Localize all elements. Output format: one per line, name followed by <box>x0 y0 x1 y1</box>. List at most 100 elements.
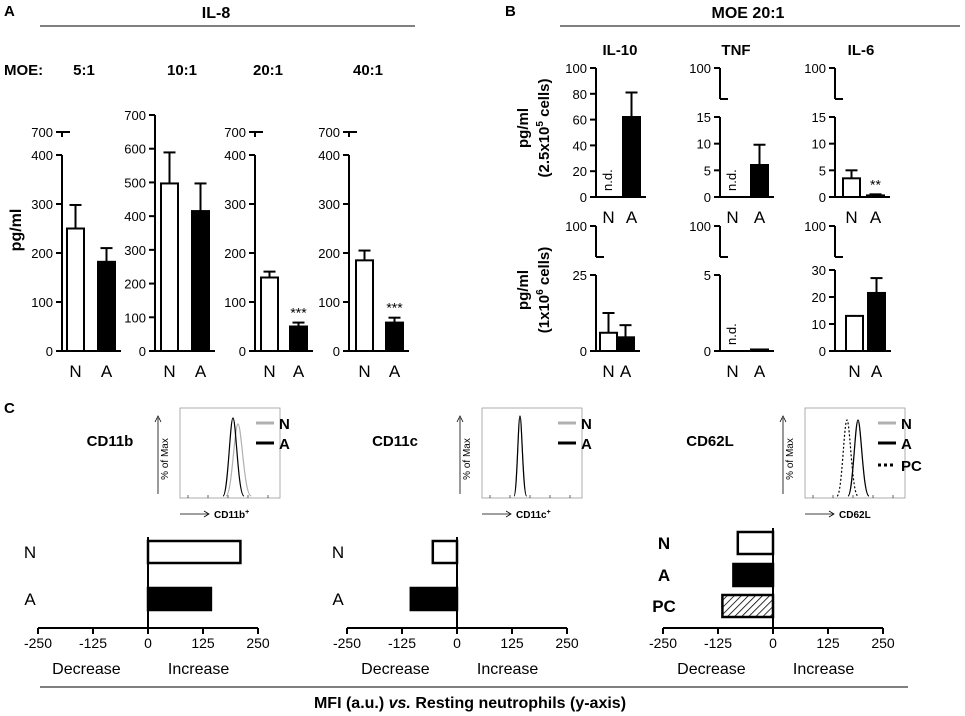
x-label-a1-N: N <box>69 362 81 381</box>
increase-label-c1: Increase <box>168 661 229 678</box>
x-label-b6-N: N <box>848 362 860 381</box>
inset-marker-sup-c1: + <box>245 509 249 516</box>
x-label-b3-N: N <box>845 208 857 227</box>
significance-a4: *** <box>386 300 403 316</box>
x-label-b1-N: N <box>602 208 614 227</box>
inset-curve-a-c3 <box>847 419 870 497</box>
y-tick-label-a1-2: 200 <box>31 246 53 261</box>
axis-arrow-icon-x-c2 <box>505 510 512 518</box>
y-tick-label-b1-2: 40 <box>573 138 587 153</box>
x-tick-label-c2-4: 250 <box>555 635 579 651</box>
decrease-label-c3: Decrease <box>677 661 746 678</box>
y-tick-label-a1-1: 100 <box>31 295 53 310</box>
x-tick-label-c2-1: -125 <box>388 635 416 651</box>
y-label-c1-N: N <box>24 543 36 562</box>
bar-c1-N <box>146 539 242 565</box>
bar-a3-A <box>289 325 308 352</box>
x-tick-label-c1-0: -250 <box>24 635 52 651</box>
bar-a1-N <box>66 227 85 352</box>
chart-title-c3: CD62L <box>686 433 734 450</box>
inset-ylabel-c3: % of Max <box>785 438 796 480</box>
y-label-c2-N: N <box>332 543 344 562</box>
x-label-b2-N: N <box>726 208 738 227</box>
y-tick-label-a3-3: 300 <box>224 197 246 212</box>
panel-a-title: IL-8 <box>202 5 231 22</box>
footer-vs: vs. <box>389 695 411 712</box>
axis-arrow-icon-y-c3 <box>779 415 787 423</box>
y-tick-label-a3-0: 0 <box>239 344 246 359</box>
y-tick-label-b2-2: 10 <box>697 137 711 152</box>
bar-a4-A <box>385 321 404 352</box>
y-tick-label-b6-3: 30 <box>812 263 826 278</box>
y-tick-label-a4-4: 400 <box>318 148 340 163</box>
y-tick-label-b5-1: 5 <box>704 268 711 283</box>
x-tick-label-c3-1: -125 <box>704 635 732 651</box>
y-tick-label-b2-4: 100 <box>689 61 711 76</box>
axis-arrow-icon-y-c2 <box>456 415 464 423</box>
y-tick-label-b1-5: 100 <box>565 61 587 76</box>
y-tick-label-b3-0: 0 <box>819 190 826 205</box>
inset-curve-a-c2 <box>513 415 528 497</box>
y-tick-label-b2-3: 15 <box>697 110 711 125</box>
y-tick-label-b6-1: 10 <box>812 317 826 332</box>
bar-c3-A <box>732 562 775 588</box>
bar-b3-N <box>842 177 861 198</box>
bar-b1-A <box>622 116 641 198</box>
decrease-label-c2: Decrease <box>361 661 430 678</box>
y-tick-label-a4-5: 700 <box>318 125 340 140</box>
x-label-a4-N: N <box>358 362 370 381</box>
chart-title-a1: 5:1 <box>73 62 95 79</box>
panel-b-row1-ylabel: pg/ml <box>515 108 532 148</box>
x-tick-label-c3-4: 250 <box>871 635 895 651</box>
legend-label-c3-A: A <box>901 436 912 453</box>
y-tick-label-a4-2: 200 <box>318 246 340 261</box>
bar-c3-N <box>736 530 775 556</box>
x-tick-label-c2-2: 0 <box>453 635 461 651</box>
chart-title-b2: TNF <box>721 42 750 59</box>
row1-ylabel-line1: pg/ml <box>515 108 532 148</box>
bar-a1-A <box>97 260 116 353</box>
bar-c2-A <box>409 586 459 612</box>
x-tick-label-c2-0: -250 <box>333 635 361 651</box>
inset-marker-sup-c2: + <box>547 509 551 516</box>
y-tick-label-b5-2: 100 <box>689 219 711 234</box>
y-tick-label-a2-1: 100 <box>124 310 146 325</box>
x-tick-label-c1-2: 0 <box>144 635 152 651</box>
y-tick-label-b4-0: 0 <box>580 344 587 359</box>
x-tick-label-c2-3: 125 <box>500 635 524 651</box>
bar-b5-A <box>750 348 769 353</box>
x-label-b6-A: A <box>871 362 883 381</box>
y-tick-label-b2-0: 0 <box>704 190 711 205</box>
panel-a-letter: A <box>4 3 15 20</box>
y-tick-label-a3-1: 100 <box>224 295 246 310</box>
y-tick-label-b1-1: 20 <box>573 164 587 179</box>
x-label-b2-A: A <box>754 208 766 227</box>
chart-title-a2: 10:1 <box>167 62 197 79</box>
x-label-a1-A: A <box>101 362 113 381</box>
bar-a4-N <box>355 259 374 353</box>
y-label-c1-A: A <box>24 590 36 609</box>
nd-label-b1-N: n.d. <box>600 169 615 191</box>
y-tick-label-a2-4: 400 <box>124 209 146 224</box>
y-tick-label-b3-4: 100 <box>804 61 826 76</box>
significance-a3: *** <box>290 305 307 321</box>
y-tick-label-a4-3: 300 <box>318 197 340 212</box>
inset-marker-c1: CD11b+ <box>214 509 249 521</box>
row2-ylabel-post: cells) <box>536 247 553 290</box>
y-tick-label-a2-0: 0 <box>139 344 146 359</box>
x-label-a4-A: A <box>389 362 401 381</box>
y-label-c3-A: A <box>658 566 670 585</box>
y-tick-label-b6-4: 100 <box>804 219 826 234</box>
y-tick-label-a2-6: 600 <box>124 142 146 157</box>
significance-b3: ** <box>870 176 881 192</box>
x-label-b3-A: A <box>870 208 882 227</box>
y-tick-label-b1-4: 80 <box>573 87 587 102</box>
x-tick-label-c1-3: 125 <box>191 635 215 651</box>
bar-b6-N <box>845 314 864 352</box>
y-tick-label-a2-2: 200 <box>124 277 146 292</box>
bar-c3-PC <box>721 593 775 619</box>
inset-ylabel-c2: % of Max <box>462 438 473 480</box>
bar-b4-N <box>599 331 618 353</box>
x-label-b1-A: A <box>626 208 638 227</box>
